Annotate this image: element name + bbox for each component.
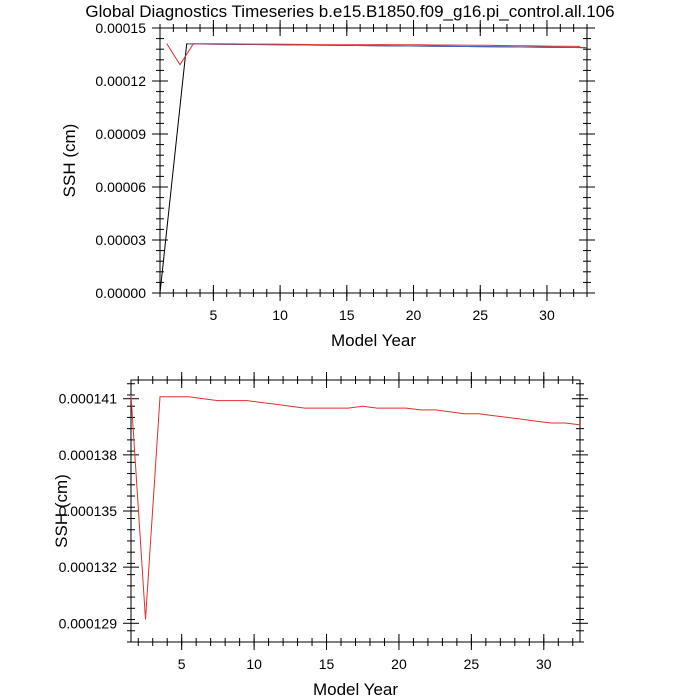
bottom-plot-frame: [130, 379, 581, 643]
bottom-series-line-0: [130, 394, 581, 620]
figure-title: Global Diagnostics Timeseries b.e15.B185…: [85, 2, 615, 21]
bottom-x-tick-label: 10: [246, 656, 262, 672]
bottom-y-axis-title: SSH (cm): [52, 474, 71, 548]
bottom-y-tick-label: 0.000135: [59, 503, 118, 519]
bottom-y-tick-label: 0.000129: [59, 615, 118, 631]
top-x-tick-label: 25: [472, 307, 488, 323]
bottom-x-tick-label: 30: [536, 656, 552, 672]
top-x-tick-label: 20: [406, 307, 422, 323]
bottom-y-tick-label: 0.000138: [59, 447, 118, 463]
bottom-y-tick-label: 0.000141: [59, 391, 118, 407]
bottom-x-axis-title: Model Year: [313, 680, 398, 699]
bottom-y-tick-label: 0.000132: [59, 559, 118, 575]
bottom-x-tick-label: 5: [178, 656, 186, 672]
top-y-tick-label: 0.00012: [95, 73, 146, 89]
bottom-x-tick-label: 15: [319, 656, 335, 672]
top-x-tick-label: 10: [272, 307, 288, 323]
top-series-line-0: [159, 43, 588, 294]
top-y-axis-title: SSH (cm): [60, 124, 79, 198]
top-y-tick-label: 0.00003: [95, 232, 146, 248]
top-y-tick-label: 0.00015: [95, 20, 146, 36]
top-x-tick-label: 5: [209, 307, 217, 323]
top-x-tick-label: 30: [539, 307, 555, 323]
top-series-line-2: [166, 43, 581, 66]
top-y-tick-label: 0.00000: [95, 285, 146, 301]
bottom-x-tick-label: 25: [464, 656, 480, 672]
top-y-tick-label: 0.00009: [95, 126, 146, 142]
top-x-tick-label: 15: [339, 307, 355, 323]
top-plot-frame: [159, 27, 588, 294]
top-x-axis-title: Model Year: [331, 331, 416, 350]
bottom-x-tick-label: 20: [391, 656, 407, 672]
top-y-tick-label: 0.00006: [95, 179, 146, 195]
